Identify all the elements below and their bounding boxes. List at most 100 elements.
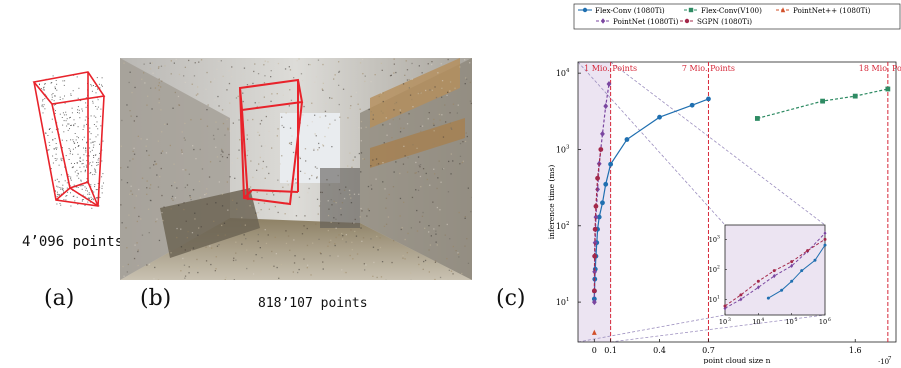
- point: [176, 237, 177, 238]
- point: [245, 238, 246, 239]
- point: [48, 150, 49, 151]
- point: [380, 237, 381, 238]
- point: [322, 192, 323, 193]
- point: [453, 104, 454, 105]
- point: [255, 213, 256, 214]
- point: [84, 126, 85, 127]
- point: [159, 78, 160, 79]
- point: [158, 85, 159, 86]
- point: [328, 127, 329, 128]
- point: [54, 100, 55, 101]
- x-tick-label: 1.6: [849, 346, 862, 355]
- point: [317, 176, 318, 177]
- point: [74, 163, 75, 164]
- point: [463, 121, 464, 122]
- point: [84, 125, 85, 126]
- point: [451, 271, 452, 272]
- point: [328, 200, 329, 201]
- point: [236, 97, 237, 98]
- point: [215, 122, 216, 123]
- point: [458, 256, 459, 257]
- point: [156, 163, 157, 164]
- point: [137, 221, 138, 222]
- point: [253, 260, 254, 261]
- point: [195, 158, 196, 159]
- point: [403, 146, 404, 147]
- point: [163, 206, 164, 207]
- point: [351, 202, 352, 203]
- point: [57, 179, 58, 180]
- point: [441, 88, 442, 89]
- point: [215, 268, 216, 269]
- point: [400, 131, 401, 132]
- point: [358, 127, 359, 128]
- point: [64, 114, 65, 115]
- point: [91, 165, 92, 166]
- marker-square: [820, 99, 825, 104]
- point: [72, 112, 73, 113]
- point: [465, 141, 466, 142]
- point: [185, 249, 186, 250]
- marker-circle: [790, 260, 793, 263]
- point: [385, 208, 386, 209]
- point: [339, 104, 340, 105]
- point: [99, 197, 100, 198]
- point: [338, 234, 339, 235]
- point: [420, 126, 421, 127]
- point: [187, 184, 188, 185]
- point: [360, 216, 361, 217]
- panel-b-caption: 818’107 points: [258, 296, 368, 311]
- point: [400, 112, 401, 113]
- point: [65, 196, 66, 197]
- point: [96, 165, 97, 166]
- point: [172, 108, 173, 109]
- marker-circle: [603, 182, 608, 187]
- point: [70, 125, 71, 126]
- point: [344, 190, 345, 191]
- point: [395, 72, 396, 73]
- point: [269, 209, 270, 210]
- point: [466, 238, 467, 239]
- point: [85, 170, 86, 171]
- point: [70, 117, 71, 118]
- point: [351, 242, 352, 243]
- point: [443, 168, 444, 169]
- point: [221, 150, 222, 151]
- point: [238, 119, 239, 120]
- point: [277, 180, 278, 181]
- point: [81, 109, 82, 110]
- point: [361, 121, 362, 122]
- point: [56, 204, 57, 205]
- point: [360, 227, 361, 228]
- point: [140, 218, 141, 219]
- point: [77, 109, 78, 110]
- point: [311, 103, 312, 104]
- point: [452, 160, 453, 161]
- point: [389, 123, 390, 124]
- point: [370, 165, 371, 166]
- point: [358, 104, 359, 105]
- point: [241, 191, 242, 192]
- point: [216, 256, 217, 257]
- point: [129, 194, 130, 195]
- point: [409, 87, 410, 88]
- point: [296, 182, 297, 183]
- point: [81, 171, 82, 172]
- point: [59, 181, 60, 182]
- point: [154, 161, 155, 162]
- point: [360, 62, 361, 63]
- point: [338, 175, 339, 176]
- point: [96, 189, 97, 190]
- point: [59, 165, 60, 166]
- point: [222, 194, 223, 195]
- point: [128, 264, 129, 265]
- point: [97, 109, 98, 110]
- point: [98, 162, 99, 163]
- point: [323, 83, 324, 84]
- point: [270, 76, 271, 77]
- point: [56, 90, 57, 91]
- point: [376, 164, 377, 165]
- point: [404, 75, 405, 76]
- point: [63, 131, 64, 132]
- point: [262, 168, 263, 169]
